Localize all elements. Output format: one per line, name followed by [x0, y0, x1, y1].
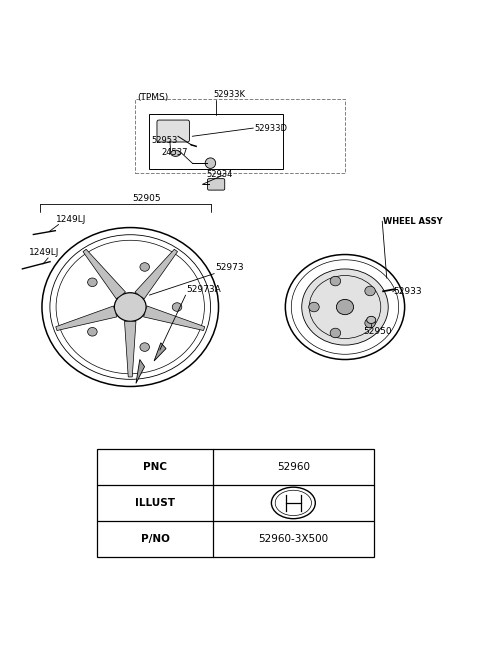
Ellipse shape	[114, 293, 146, 321]
Bar	[135, 99, 345, 173]
Ellipse shape	[172, 303, 182, 311]
Text: 52953: 52953	[152, 137, 178, 145]
Text: WHEEL ASSY: WHEEL ASSY	[383, 217, 443, 225]
Text: 52973: 52973	[215, 263, 244, 272]
Polygon shape	[136, 359, 144, 384]
Text: (TPMS): (TPMS)	[137, 93, 168, 102]
Polygon shape	[135, 249, 178, 299]
Text: 52960: 52960	[277, 462, 310, 472]
Ellipse shape	[88, 278, 97, 286]
Text: 52973A: 52973A	[187, 284, 221, 294]
Ellipse shape	[88, 327, 97, 336]
Text: P/NO: P/NO	[141, 533, 169, 544]
Polygon shape	[154, 343, 166, 361]
Ellipse shape	[365, 318, 375, 328]
Polygon shape	[83, 249, 126, 299]
Ellipse shape	[302, 269, 388, 345]
Text: 52933: 52933	[394, 287, 422, 296]
Ellipse shape	[365, 286, 375, 296]
Ellipse shape	[140, 263, 149, 271]
Ellipse shape	[330, 277, 341, 286]
Text: 52905: 52905	[132, 194, 161, 204]
Bar	[149, 114, 283, 169]
Text: 52934: 52934	[206, 170, 233, 179]
Polygon shape	[144, 306, 205, 330]
FancyBboxPatch shape	[207, 179, 225, 190]
Text: PNC: PNC	[143, 462, 167, 472]
Text: 24537: 24537	[161, 148, 188, 158]
FancyBboxPatch shape	[157, 120, 190, 142]
Text: ILLUST: ILLUST	[135, 498, 175, 508]
Ellipse shape	[309, 302, 319, 312]
Ellipse shape	[336, 300, 354, 315]
Text: 52960-3X500: 52960-3X500	[258, 533, 328, 544]
Polygon shape	[124, 321, 136, 377]
Bar	[97, 449, 373, 556]
Ellipse shape	[171, 150, 180, 156]
Text: 52933D: 52933D	[254, 124, 288, 133]
Circle shape	[205, 158, 216, 168]
Ellipse shape	[140, 343, 149, 351]
Ellipse shape	[330, 328, 341, 338]
Text: 1249LJ: 1249LJ	[29, 248, 60, 257]
Polygon shape	[56, 306, 117, 330]
Text: 52933K: 52933K	[214, 91, 246, 99]
Text: 52950: 52950	[363, 327, 392, 336]
Text: 1249LJ: 1249LJ	[56, 215, 87, 223]
Ellipse shape	[367, 316, 376, 323]
